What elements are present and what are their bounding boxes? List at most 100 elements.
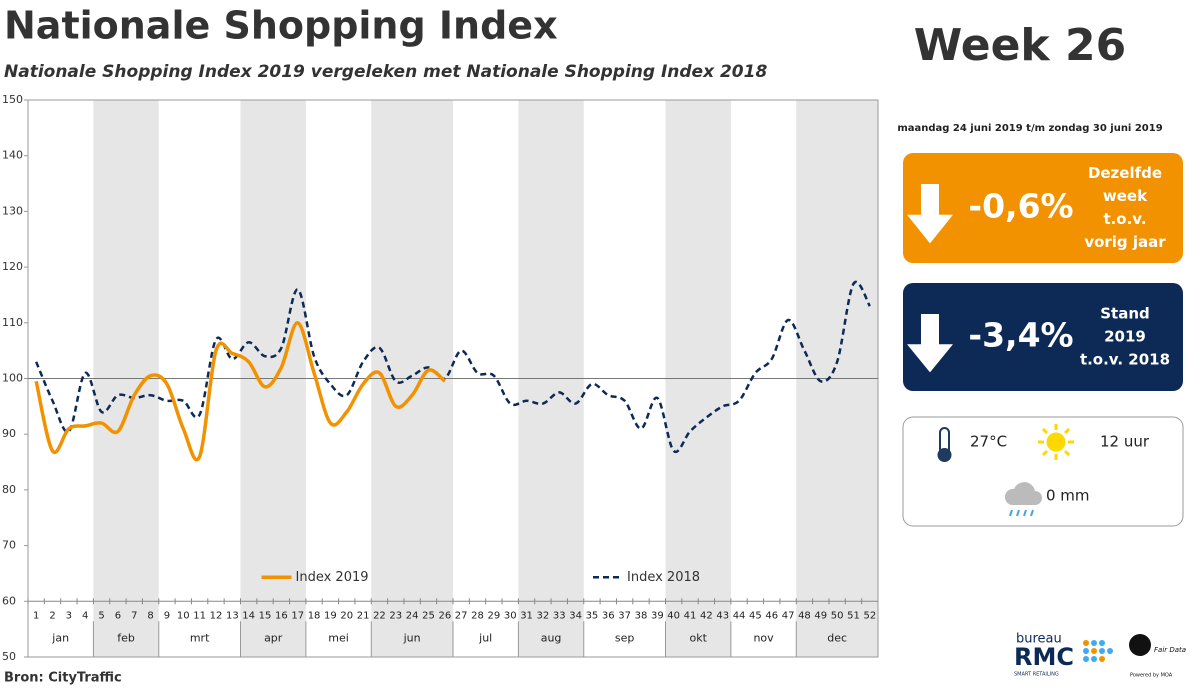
x-tick-label: 15 xyxy=(259,610,272,621)
kpi-caption: Dezelfde xyxy=(1088,164,1162,182)
month-label: sep xyxy=(615,631,634,644)
logo-dots xyxy=(1083,640,1113,662)
x-tick-label: 6 xyxy=(115,610,121,621)
month-label: jun xyxy=(403,631,421,644)
kpi-value: -3,4% xyxy=(968,316,1073,355)
y-tick-label: 70 xyxy=(2,539,16,552)
kpi-caption: week xyxy=(1103,187,1148,205)
x-tick-label: 45 xyxy=(749,610,762,621)
x-tick-label: 37 xyxy=(618,610,631,621)
kpi-caption: Stand xyxy=(1100,305,1150,323)
kpi-box xyxy=(903,153,1183,263)
y-tick-label: 50 xyxy=(2,650,16,663)
month-label: mrt xyxy=(190,631,210,644)
x-tick-label: 4 xyxy=(82,610,88,621)
sun-hours: 12 uur xyxy=(1100,433,1150,451)
x-tick-label: 29 xyxy=(487,610,500,621)
x-tick-label: 2 xyxy=(49,610,55,621)
chart-subtitle: Nationale Shopping Index 2019 vergeleken… xyxy=(4,62,767,82)
x-tick-label: 38 xyxy=(635,610,648,621)
source: Bron: CityTraffic xyxy=(4,671,122,686)
month-label: mei xyxy=(328,631,349,644)
chart-title: Nationale Shopping Index xyxy=(4,4,558,48)
y-tick-label: 130 xyxy=(2,204,23,217)
series-line xyxy=(34,321,446,462)
y-tick-label: 80 xyxy=(2,483,16,496)
month-label: jan xyxy=(51,631,69,644)
x-tick-label: 50 xyxy=(831,610,844,621)
logo-rmc-sub: SMART RETAILING xyxy=(1014,672,1059,678)
x-tick-label: 20 xyxy=(340,610,353,621)
x-tick-label: 48 xyxy=(798,610,811,621)
logo-rmc: RMC xyxy=(1014,643,1074,671)
y-tick-label: 140 xyxy=(2,149,23,162)
x-tick-label: 44 xyxy=(733,610,746,621)
x-tick-label: 49 xyxy=(814,610,827,621)
kpi-box xyxy=(903,283,1183,391)
fair-logo-mark xyxy=(1129,634,1151,656)
kpi-value: -0,6% xyxy=(968,187,1073,226)
logo-fair-sub: Powered by MOA xyxy=(1130,673,1173,679)
x-tick-label: 17 xyxy=(291,610,304,621)
month-label: jul xyxy=(478,631,492,644)
rainfall: 0 mm xyxy=(1046,487,1090,505)
x-tick-label: 34 xyxy=(569,610,582,621)
x-tick-label: 40 xyxy=(667,610,680,621)
x-tick-label: 35 xyxy=(586,610,599,621)
down-arrow xyxy=(907,184,953,244)
x-tick-label: 5 xyxy=(98,610,104,621)
y-tick-label: 60 xyxy=(2,594,16,607)
y-tick-label: 120 xyxy=(2,260,23,273)
x-tick-label: 28 xyxy=(471,610,484,621)
x-tick-label: 3 xyxy=(66,610,72,621)
x-tick-label: 14 xyxy=(242,610,255,621)
x-tick-label: 41 xyxy=(684,610,697,621)
week-title: Week 26 xyxy=(914,20,1126,71)
month-label: dec xyxy=(827,631,847,644)
x-tick-label: 7 xyxy=(131,610,137,621)
x-tick-label: 43 xyxy=(716,610,729,621)
x-tick-label: 26 xyxy=(438,610,451,621)
kpi-caption: vorig jaar xyxy=(1084,233,1166,251)
x-tick-label: 22 xyxy=(373,610,386,621)
x-tick-label: 10 xyxy=(177,610,190,621)
month-label: feb xyxy=(117,631,135,644)
down-arrow xyxy=(907,314,953,373)
thermometer-icon xyxy=(937,427,952,462)
x-tick-label: 32 xyxy=(537,610,550,621)
x-tick-label: 31 xyxy=(520,610,533,621)
x-tick-label: 27 xyxy=(455,610,468,621)
x-tick-label: 19 xyxy=(324,610,337,621)
kpi-caption: t.o.v. xyxy=(1103,210,1146,228)
x-tick-label: 25 xyxy=(422,610,435,621)
temperature: 27°C xyxy=(970,433,1007,451)
plot: jan feb mrt apr mei jun jul aug sep okt nov dec 50 60… xyxy=(2,93,879,663)
x-tick-label: 21 xyxy=(357,610,370,621)
kpi-caption: t.o.v. 2018 xyxy=(1080,351,1170,369)
x-tick-label: 47 xyxy=(782,610,795,621)
x-tick-label: 52 xyxy=(863,610,876,621)
x-tick-label: 30 xyxy=(504,610,517,621)
y-tick-label: 90 xyxy=(2,427,16,440)
kpi-caption: 2019 xyxy=(1104,328,1146,346)
legend-label: Index 2018 xyxy=(627,570,700,585)
sun-icon xyxy=(1038,424,1074,460)
y-tick-label: 150 xyxy=(2,93,23,106)
x-tick-label: 39 xyxy=(651,610,664,621)
x-tick-label: 1 xyxy=(33,610,39,621)
x-tick-label: 33 xyxy=(553,610,566,621)
x-tick-label: 12 xyxy=(210,610,223,621)
x-tick-label: 9 xyxy=(164,610,170,621)
month-label: nov xyxy=(753,631,774,644)
x-tick-label: 8 xyxy=(147,610,153,621)
y-tick-label: 110 xyxy=(2,316,23,329)
logo-rmc-top: bureau xyxy=(1016,632,1062,647)
rain-icon xyxy=(1004,482,1042,517)
x-tick-label: 36 xyxy=(602,610,615,621)
x-tick-label: 16 xyxy=(275,610,288,621)
x-tick-label: 23 xyxy=(389,610,402,621)
logo-fair: Fair Data xyxy=(1154,646,1186,654)
legend-label: Index 2019 xyxy=(296,570,369,585)
x-tick-label: 51 xyxy=(847,610,860,621)
